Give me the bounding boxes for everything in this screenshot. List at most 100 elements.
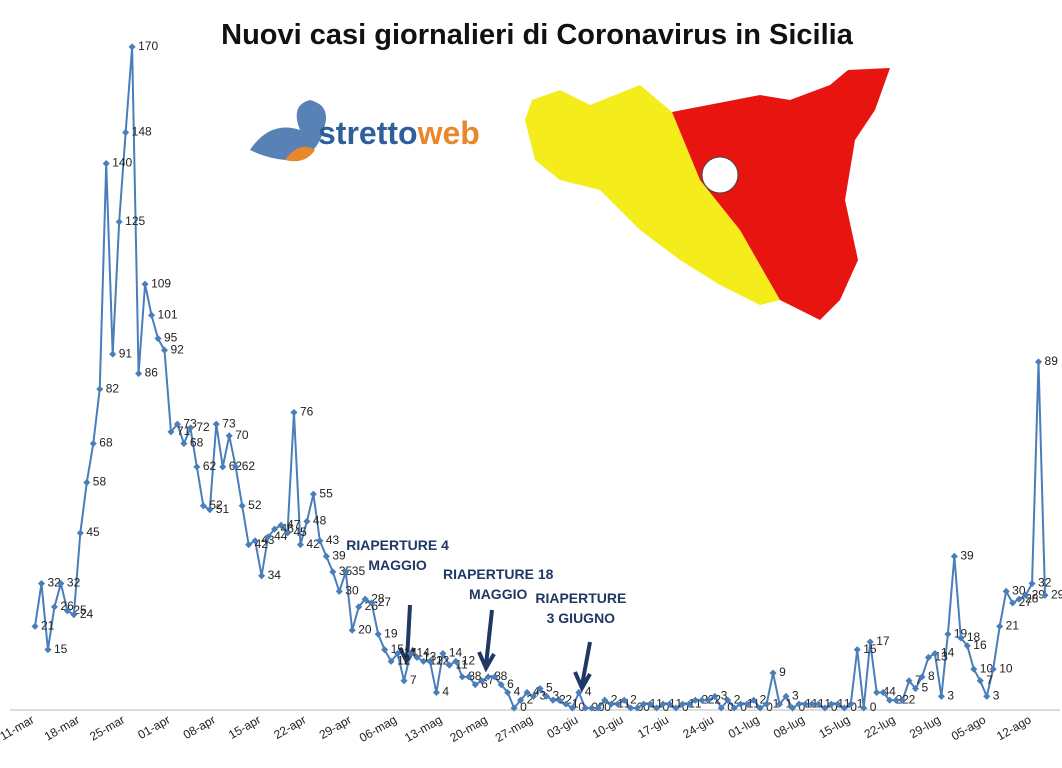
point (232, 463, 240, 471)
point (316, 537, 324, 545)
point (704, 696, 712, 704)
value-label: 4 (585, 685, 592, 699)
value-label: 24 (80, 607, 94, 621)
point (549, 696, 557, 704)
value-label: 39 (960, 549, 974, 563)
point (478, 677, 486, 685)
point (180, 440, 188, 448)
value-label: 109 (151, 276, 171, 290)
value-label: 26 (60, 599, 74, 613)
logo-icon (285, 146, 315, 162)
value-label: 52 (209, 498, 223, 512)
point (776, 700, 784, 708)
point (568, 704, 576, 712)
point (730, 704, 738, 712)
point (860, 704, 868, 712)
x-tick-label: 29-apr (317, 712, 354, 741)
annotation: RIAPERTURE 4 (346, 537, 449, 553)
value-label: 0 (682, 700, 689, 714)
x-tick-label: 01-apr (135, 712, 172, 741)
point (646, 700, 654, 708)
value-label: 20 (358, 622, 372, 636)
point (924, 653, 932, 661)
value-label: 14 (449, 646, 463, 660)
point (394, 650, 402, 658)
point (258, 572, 266, 580)
logo-icon (250, 100, 326, 161)
point (931, 650, 939, 658)
value-label: 4 (533, 685, 540, 699)
sicily-map (525, 68, 890, 320)
point (523, 688, 531, 696)
value-label: 92 (170, 342, 184, 356)
value-label: 9 (779, 665, 786, 679)
x-tick-label: 10-giu (590, 712, 626, 741)
x-tick-label: 01-lug (726, 712, 762, 741)
value-label: 1 (857, 696, 864, 710)
x-tick-label: 03-giu (544, 712, 580, 741)
value-label: 30 (345, 584, 359, 598)
point (309, 490, 317, 498)
point (368, 599, 376, 607)
value-label: 7 (986, 673, 993, 687)
point (769, 669, 777, 677)
x-tick-label: 22-apr (271, 712, 308, 741)
point (109, 350, 117, 358)
point (601, 696, 609, 704)
value-label: 1 (675, 696, 682, 710)
point (432, 688, 440, 696)
value-label: 4 (883, 685, 890, 699)
x-tick-label: 11-mar (0, 712, 36, 743)
value-label: 101 (158, 307, 178, 321)
point (406, 650, 415, 658)
value-label: 44 (274, 529, 288, 543)
value-label: 68 (190, 436, 204, 450)
point (484, 673, 492, 681)
value-label: 2 (559, 692, 566, 706)
point (122, 128, 130, 136)
value-label: 2 (909, 692, 916, 706)
point (536, 685, 544, 693)
point (128, 43, 136, 51)
x-tick-label: 13-mag (402, 712, 444, 744)
value-label: 5 (546, 681, 553, 695)
annotation: 3 GIUGNO (547, 610, 616, 626)
value-label: 39 (332, 549, 346, 563)
point (31, 622, 39, 630)
x-tick-label: 08-apr (181, 712, 218, 741)
point (963, 642, 971, 650)
value-label: 2 (527, 692, 534, 706)
value-label: 2 (708, 692, 715, 706)
point (795, 700, 803, 708)
point (937, 692, 945, 700)
value-label: 70 (235, 428, 249, 442)
point (711, 692, 719, 700)
point (788, 704, 797, 712)
value-label: 51 (216, 502, 230, 516)
value-label: 12 (462, 654, 476, 668)
value-label: 58 (93, 475, 107, 489)
point (633, 704, 641, 712)
point (206, 506, 214, 514)
point (665, 700, 674, 708)
point (264, 533, 272, 541)
value-label: 8 (494, 669, 501, 683)
value-label: 1 (773, 696, 780, 710)
value-label: 1 (572, 696, 579, 710)
point (782, 692, 790, 700)
value-label: 3 (792, 689, 799, 703)
point (173, 420, 181, 428)
point (141, 280, 149, 288)
value-label: 14 (941, 646, 955, 660)
value-label: 12 (429, 654, 443, 668)
point (89, 440, 97, 448)
value-label: 95 (164, 331, 178, 345)
point (756, 704, 764, 712)
value-label: 1 (844, 696, 851, 710)
value-label: 2 (902, 692, 909, 706)
value-label: 28 (371, 591, 385, 605)
point (83, 478, 91, 486)
logo: strettoweb (250, 100, 480, 162)
value-label: 3 (540, 689, 547, 703)
point (801, 700, 809, 708)
